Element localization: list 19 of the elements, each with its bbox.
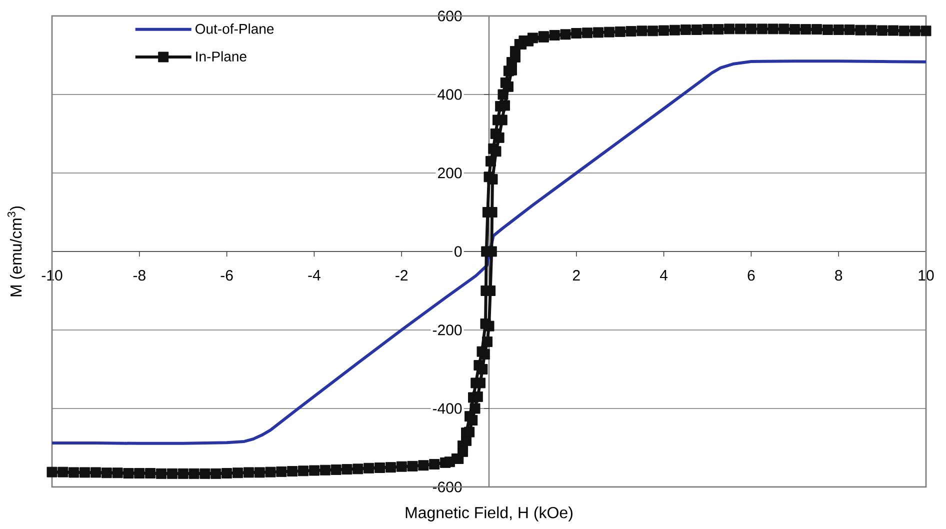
y-tick-label: 200 — [438, 168, 462, 178]
y-tick-label: -200 — [432, 324, 462, 336]
x-tick-label: 8 — [835, 270, 842, 281]
x-tick-label: 6 — [748, 270, 755, 281]
y-tick-label: 400 — [438, 89, 462, 100]
x-tick-label: 10 — [918, 270, 934, 281]
legend-label: In-Plane — [196, 51, 246, 62]
x-tick-label: -8 — [133, 270, 146, 281]
y-tick-label: 0 — [454, 246, 462, 257]
x-axis-title: Magnetic Field, H (kOe) — [406, 506, 572, 522]
x-tick-label: 2 — [572, 270, 580, 280]
y-axis-title: M (emu/cm$^{3}$) — [7, 206, 25, 296]
x-tick-label: 4 — [660, 270, 668, 280]
x-tick-label: -4 — [308, 270, 320, 280]
x-tick-label: -10 — [42, 270, 62, 281]
x-tick-label: -6 — [220, 270, 233, 281]
x-tick-label: -2 — [396, 270, 408, 280]
y-tick-label: -400 — [432, 403, 462, 414]
legend-label: Out-of-Plane — [196, 24, 274, 34]
